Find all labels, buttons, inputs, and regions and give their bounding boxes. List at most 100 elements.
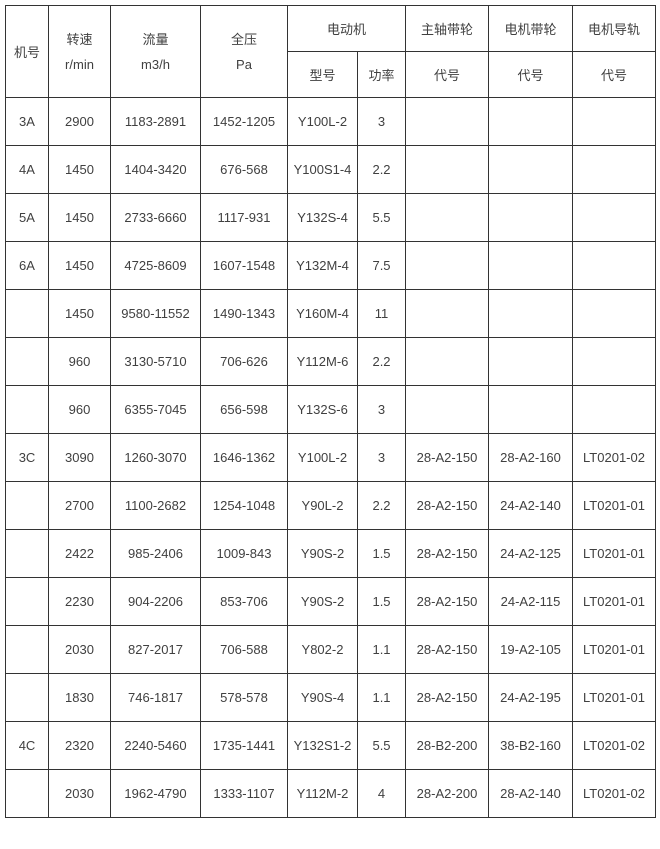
table-cell <box>5 625 49 674</box>
table-cell: Y112M-2 <box>287 769 358 818</box>
table-cell: 1450 <box>48 145 111 194</box>
table-cell: 706-588 <box>200 625 288 674</box>
table-cell: 1735-1441 <box>200 721 288 770</box>
table-cell: 2320 <box>48 721 111 770</box>
table-cell: 28-A2-140 <box>488 769 574 818</box>
table-cell <box>572 145 657 194</box>
table-cell: 1.1 <box>356 673 407 722</box>
table-cell: 4 <box>356 769 407 818</box>
table-cell: 28-A2-150 <box>405 529 490 578</box>
table-cell <box>405 385 490 434</box>
table-cell: 4725-8609 <box>110 241 201 290</box>
table-cell: 1607-1548 <box>200 241 288 290</box>
header-pressure-label: 全压 <box>230 31 257 47</box>
table-row: 3C 3090 1260-3070 1646-1362 Y100L-2 3 28-A2-15… <box>5 433 657 482</box>
table-cell: Y132S1-2 <box>287 721 358 770</box>
table-cell: 1.5 <box>356 577 407 626</box>
table-cell: 28-A2-150 <box>405 481 490 530</box>
table-row: 2030 1962-4790 1333-1107 Y112M-2 4 28-A2-200 2… <box>5 769 657 818</box>
table-cell: 24-A2-195 <box>488 673 574 722</box>
table-cell <box>488 337 574 386</box>
table-cell: LT0201-02 <box>572 721 657 770</box>
table-cell: 746-1817 <box>110 673 201 722</box>
table-cell: 1404-3420 <box>110 145 201 194</box>
table-cell: 1450 <box>48 289 111 338</box>
table-cell <box>488 289 574 338</box>
table-cell: 1452-1205 <box>200 97 288 146</box>
table-cell: 1830 <box>48 673 111 722</box>
table-cell: 11 <box>356 289 407 338</box>
table-row: 4A 1450 1404-3420 676-568 Y100S1-4 2.2 <box>5 145 657 194</box>
table-cell: 3 <box>356 97 407 146</box>
header-speed-label: 转速 <box>66 31 93 47</box>
table-cell: 2700 <box>48 481 111 530</box>
table-cell <box>5 385 49 434</box>
table-row: 2422 985-2406 1009-843 Y90S-2 1.5 28-A2-150 24… <box>5 529 657 578</box>
table-cell: 9580-11552 <box>110 289 201 338</box>
table-cell: 3130-5710 <box>110 337 201 386</box>
table-cell <box>405 241 490 290</box>
table-cell: LT0201-01 <box>572 481 657 530</box>
table-cell: 24-A2-125 <box>488 529 574 578</box>
table-cell: 676-568 <box>200 145 288 194</box>
table-cell <box>572 241 657 290</box>
table-row: 6A 1450 4725-8609 1607-1548 Y132M-4 7.5 <box>5 241 657 290</box>
table-cell: 4A <box>5 145 49 194</box>
table-cell: 7.5 <box>356 241 407 290</box>
header-flow-unit: m3/h <box>141 56 170 72</box>
table-row: 960 6355-7045 656-598 Y132S-6 3 <box>5 385 657 434</box>
fan-spec-table: 机号 转速 r/min 流量 m3/h 全压 Pa 电动机 主轴带轮 电机带轮 … <box>5 5 657 818</box>
table-cell: Y132S-6 <box>287 385 358 434</box>
header-flow: 流量 m3/h <box>110 5 201 98</box>
table-cell <box>5 769 49 818</box>
header-row-2: 型号 功率 代号 代号 代号 <box>6 51 657 98</box>
table-cell: 656-598 <box>200 385 288 434</box>
table-cell: Y90S-2 <box>287 577 358 626</box>
table-row: 2230 904-2206 853-706 Y90S-2 1.5 28-A2-150 24-… <box>5 577 657 626</box>
table-cell: LT0201-01 <box>572 577 657 626</box>
table-cell <box>5 673 49 722</box>
table-cell: Y100L-2 <box>287 433 358 482</box>
table-row: 5A 1450 2733-6660 1117-931 Y132S-4 5.5 <box>5 193 657 242</box>
table-cell <box>5 289 49 338</box>
header-motor-model: 型号 <box>287 51 358 98</box>
table-row: 1830 746-1817 578-578 Y90S-4 1.1 28-A2-150 24-… <box>5 673 657 722</box>
table-cell: 24-A2-115 <box>488 577 574 626</box>
table-row: 3A 2900 1183-2891 1452-1205 Y100L-2 3 <box>5 97 657 146</box>
table-cell: 1.5 <box>356 529 407 578</box>
table-cell: 3090 <box>48 433 111 482</box>
table-cell: 4C <box>5 721 49 770</box>
table-cell: 38-B2-160 <box>488 721 574 770</box>
table-cell <box>5 529 49 578</box>
header-motor-rail-group: 电机导轨 <box>572 5 657 52</box>
table-cell: 6A <box>5 241 49 290</box>
header-motor-rail-code: 代号 <box>572 51 657 98</box>
table-cell: 5A <box>5 193 49 242</box>
table-cell: 28-A2-150 <box>405 625 490 674</box>
table-cell: 2030 <box>48 769 111 818</box>
header-machine-no: 机号 <box>5 5 49 98</box>
table-cell: 28-A2-150 <box>405 577 490 626</box>
table-cell: 1962-4790 <box>110 769 201 818</box>
table-cell <box>572 337 657 386</box>
table-cell: 2733-6660 <box>110 193 201 242</box>
table-row: 1450 9580-11552 1490-1343 Y160M-4 11 <box>5 289 657 338</box>
header-shaft-pulley-code: 代号 <box>405 51 490 98</box>
table-cell: Y132M-4 <box>287 241 358 290</box>
table-cell: Y90S-4 <box>287 673 358 722</box>
table-cell: 28-B2-200 <box>405 721 490 770</box>
table-cell: LT0201-01 <box>572 625 657 674</box>
table-row: 2030 827-2017 706-588 Y802-2 1.1 28-A2-150 19-… <box>5 625 657 674</box>
table-cell: LT0201-01 <box>572 673 657 722</box>
header-machine-no-label: 机号 <box>13 45 40 60</box>
table-cell: 3A <box>5 97 49 146</box>
table-cell: 5.5 <box>356 721 407 770</box>
table-cell <box>488 385 574 434</box>
table-cell: 1.1 <box>356 625 407 674</box>
table-cell: 985-2406 <box>110 529 201 578</box>
table-cell: LT0201-02 <box>572 769 657 818</box>
header-pressure-unit: Pa <box>236 56 252 72</box>
table-cell: 3C <box>5 433 49 482</box>
table-cell: 28-A2-200 <box>405 769 490 818</box>
table-row: 2700 1100-2682 1254-1048 Y90L-2 2.2 28-A2-150… <box>5 481 657 530</box>
